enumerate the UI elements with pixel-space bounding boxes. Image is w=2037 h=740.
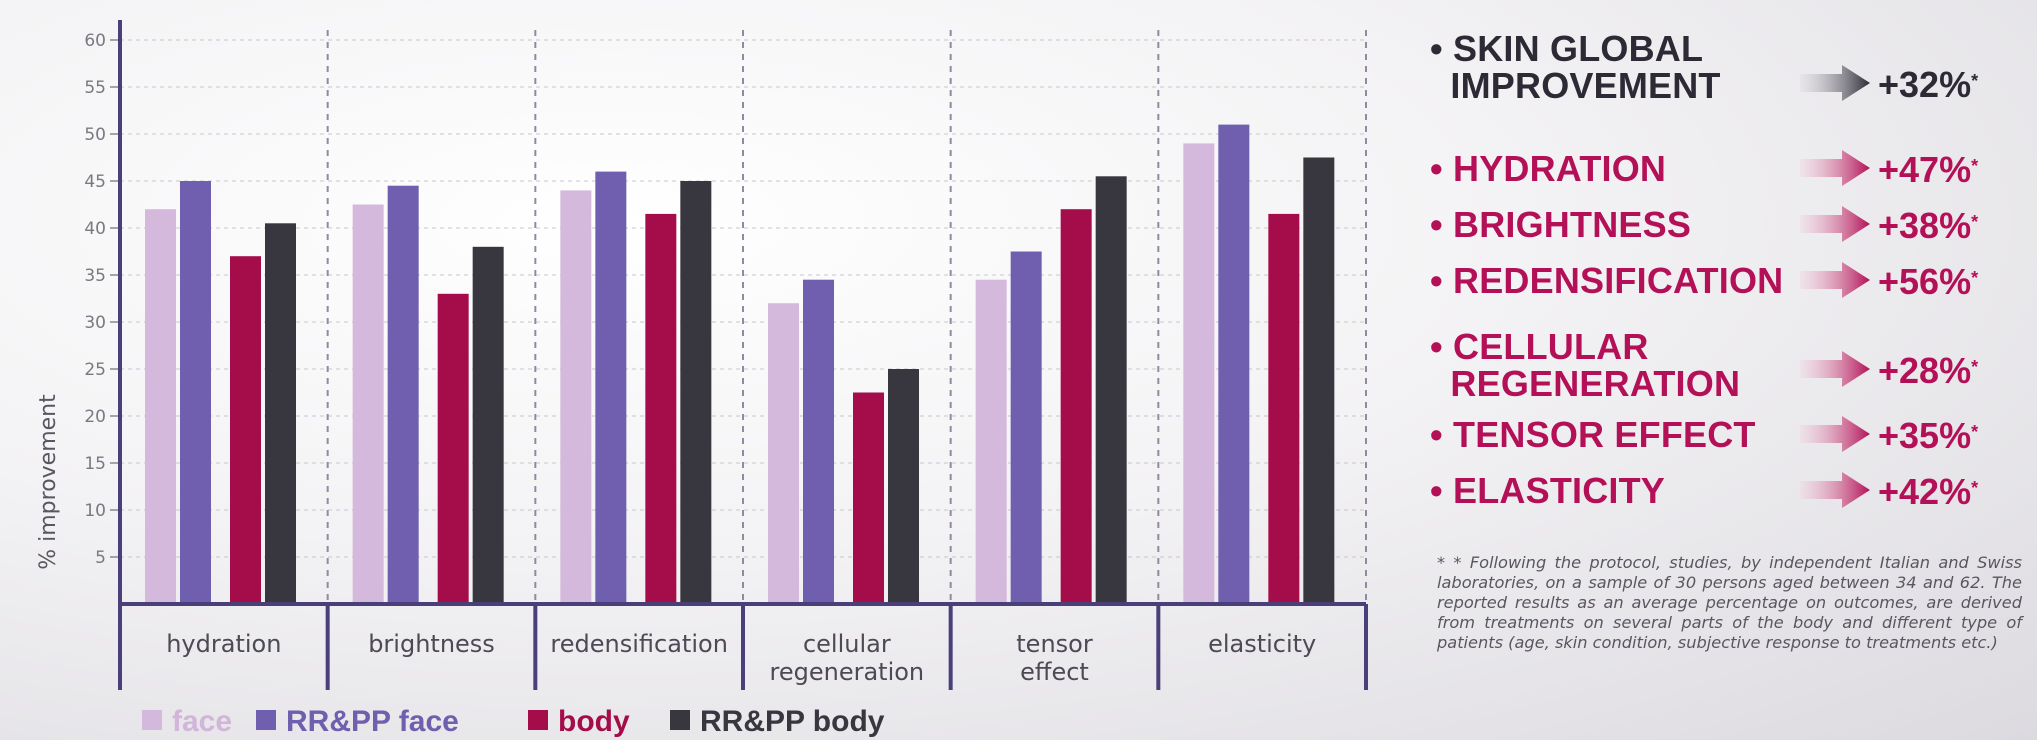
bar	[145, 209, 176, 604]
arrow-right-icon	[1800, 262, 1870, 298]
bars	[145, 124, 1335, 605]
legend-label: body	[558, 705, 630, 738]
legend-label: RR&PP face	[286, 705, 459, 738]
bar	[1095, 176, 1127, 605]
bar	[768, 303, 799, 604]
y-tick-label: 5	[95, 548, 106, 568]
legend-label: face	[172, 705, 232, 738]
bar	[472, 246, 504, 605]
y-tick-label: 20	[84, 407, 106, 427]
y-axis-label: % improvement	[36, 394, 61, 570]
bar	[1268, 213, 1300, 604]
result-label: • REDENSIFICATION	[1430, 260, 1784, 301]
result-label: • TENSOR EFFECT	[1430, 414, 1756, 455]
bar	[888, 369, 919, 604]
bar	[352, 204, 384, 604]
x-category-label: tensor effect	[1016, 630, 1093, 686]
legend-swatch	[142, 710, 162, 730]
x-category-label: redensification	[550, 630, 727, 658]
bar	[230, 256, 261, 604]
bar	[265, 223, 296, 605]
footnote: * * Following the protocol, studies, by …	[1437, 553, 2022, 652]
result-label: • HYDRATION	[1430, 148, 1667, 189]
result-label: • ELASTICITY	[1430, 470, 1666, 511]
bar	[387, 185, 419, 604]
x-category-label: brightness	[368, 630, 495, 658]
result-value: +32%*	[1878, 64, 1979, 105]
y-tick-label: 15	[84, 454, 106, 474]
bar	[1060, 209, 1092, 604]
legend-swatch	[528, 710, 548, 730]
legend-label: RR&PP body	[700, 705, 885, 738]
result-value: +38%*	[1878, 205, 1979, 246]
x-category-label: cellular regeneration	[770, 630, 925, 686]
arrow-right-icon	[1800, 416, 1870, 452]
y-tick-label: 40	[84, 219, 106, 239]
result-value: +28%*	[1878, 350, 1979, 391]
legend: face RR&PP face body RR&PP body	[142, 705, 885, 738]
arrow-right-icon	[1800, 206, 1870, 242]
result-label: • BRIGHTNESS	[1430, 204, 1692, 245]
bar	[560, 190, 592, 604]
result-value: +35%*	[1878, 415, 1979, 456]
bar	[680, 181, 712, 604]
bar	[645, 213, 677, 604]
y-axis-ticks: 5 10 15 20 25 30 35 40 45 50 55 60	[84, 31, 120, 568]
y-tick-label: 35	[84, 266, 106, 286]
result-value: +56%*	[1878, 261, 1979, 302]
y-tick-label: 45	[84, 172, 106, 192]
arrow-right-icon	[1800, 65, 1870, 101]
bar	[595, 171, 627, 604]
legend-swatch	[256, 710, 276, 730]
x-category-label: elasticity	[1208, 630, 1316, 658]
result-label: • CELLULAR REGENERATION	[1430, 326, 1741, 404]
y-tick-label: 25	[84, 360, 106, 380]
y-tick-label: 50	[84, 125, 106, 145]
bar	[853, 392, 884, 604]
y-tick-label: 10	[84, 501, 106, 521]
result-value: +47%*	[1878, 149, 1979, 190]
arrow-right-icon	[1800, 472, 1870, 508]
y-tick-label: 60	[84, 31, 106, 51]
bar	[180, 181, 211, 604]
x-axis-categories: hydration brightness redensification cellul…	[118, 604, 1368, 690]
bar	[803, 279, 834, 604]
grid-lines	[120, 30, 1367, 604]
result-value: +42%*	[1878, 471, 1979, 512]
bar	[1010, 251, 1042, 604]
bar	[1218, 124, 1250, 604]
results-panel: • SKIN GLOBAL IMPROVEMENT +32%* • HYDRATIO…	[1430, 0, 2030, 740]
arrow-right-icon	[1800, 351, 1870, 387]
bar	[1183, 143, 1215, 604]
x-category-label: hydration	[166, 630, 281, 658]
y-tick-label: 55	[84, 78, 106, 98]
bar-chart: 5 10 15 20 25 30 35 40 45 50 55 60 hydration brightn…	[36, 20, 1368, 738]
bar	[975, 279, 1007, 604]
bar	[1303, 157, 1335, 604]
bar	[437, 293, 469, 604]
result-label: • SKIN GLOBAL IMPROVEMENT	[1430, 28, 1721, 106]
arrow-right-icon	[1800, 150, 1870, 186]
y-tick-label: 30	[84, 313, 106, 333]
legend-swatch	[670, 710, 690, 730]
